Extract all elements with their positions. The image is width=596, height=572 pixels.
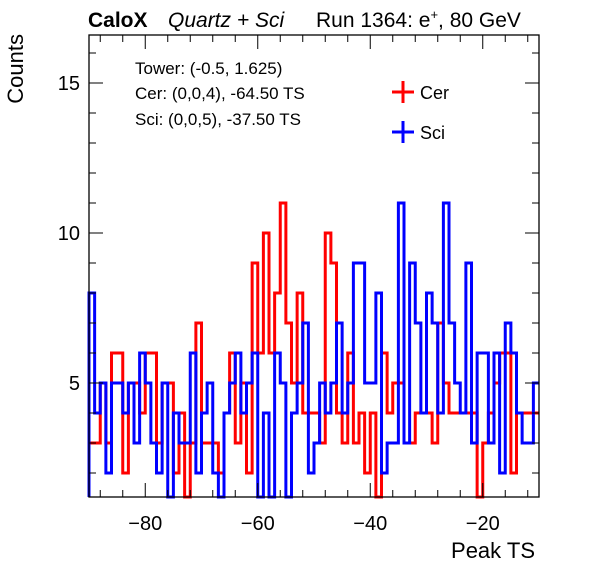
- y-tick-label: 5: [69, 373, 80, 395]
- legend-sci-label: Sci: [420, 123, 445, 143]
- plot-frame: [88, 34, 540, 498]
- x-tick-label: −80: [128, 513, 162, 535]
- header-detector: Quartz + Sci: [168, 9, 285, 32]
- legend-cer-label: Cer: [420, 83, 449, 103]
- y-tick-label: 10: [58, 223, 80, 245]
- header-run-text: Run 1364: e: [316, 9, 430, 32]
- header-run: Run 1364: e+, 80 GeV: [316, 7, 521, 32]
- header-particle-sup: +: [430, 7, 438, 22]
- x-tick-label: −20: [466, 513, 500, 535]
- tick-layer: −80 −60 −40 −20 5 10 15: [58, 35, 539, 535]
- legend: Cer Sci: [392, 81, 449, 143]
- x-tick-label: −40: [353, 513, 387, 535]
- x-tick-label: −60: [241, 513, 275, 535]
- y-tick-label: 15: [58, 73, 80, 95]
- annotation-sci: Sci: (0,0,5), -37.50 TS: [135, 110, 301, 129]
- histogram-layer: [87, 201, 539, 499]
- x-axis-label: Peak TS: [451, 538, 535, 563]
- header-energy: , 80 GeV: [438, 9, 521, 32]
- y-axis-label: Counts: [3, 34, 28, 104]
- legend-entry-sci: Sci: [392, 121, 445, 143]
- annotation-tower: Tower: (-0.5, 1.625): [135, 59, 282, 78]
- legend-entry-cer: Cer: [392, 81, 449, 103]
- annotation-cer: Cer: (0,0,4), -64.50 TS: [135, 84, 305, 103]
- header-brand: CaloX: [88, 9, 148, 32]
- series-sci-line: [87, 201, 539, 499]
